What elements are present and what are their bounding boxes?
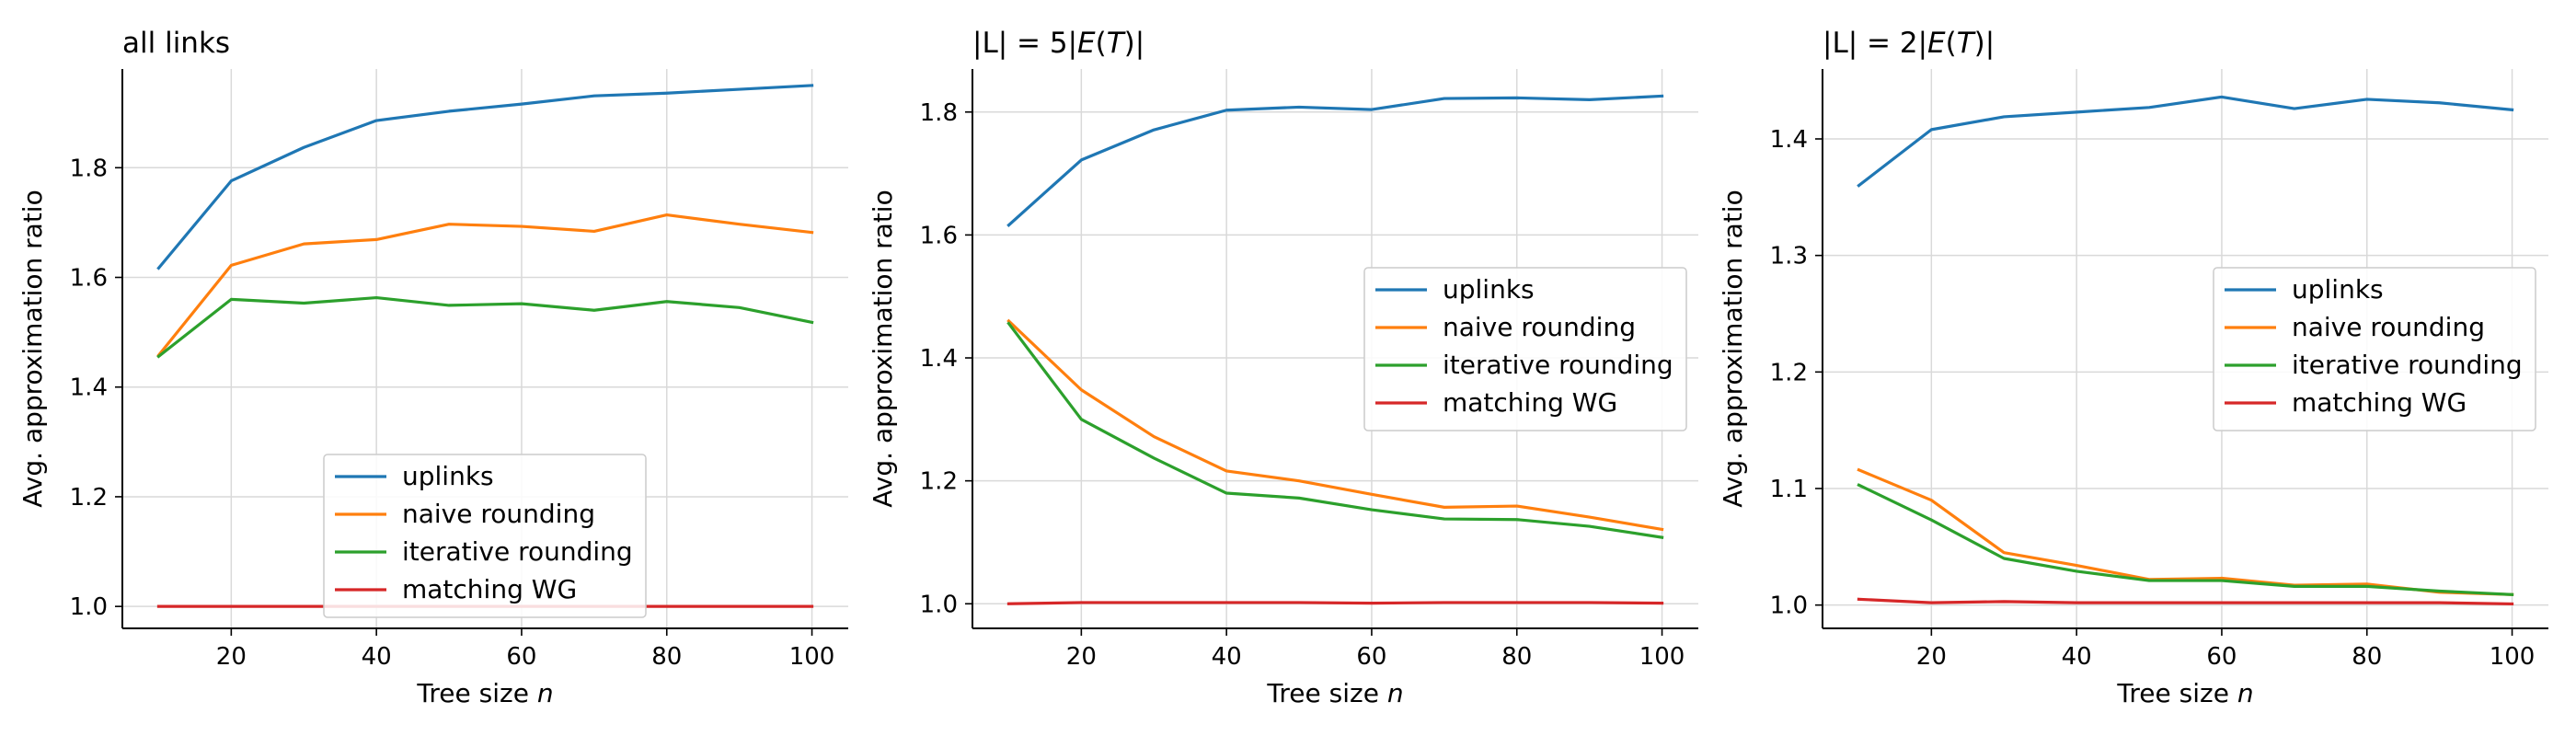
x-tick-label: 80 <box>2352 643 2382 671</box>
x-tick-label: 60 <box>2206 643 2237 671</box>
legend-label: matching WG <box>1443 387 1617 418</box>
y-tick-label: 1.4 <box>70 374 108 402</box>
chart-panel-1: 20 40 60 80 100 1.0 1.2 1.4 1.6 1.8 all links Tree … <box>17 27 848 708</box>
legend-label: naive rounding <box>402 499 595 529</box>
legend-label: uplinks <box>2292 274 2384 305</box>
chart-title-part: )| <box>1124 27 1145 60</box>
legend: uplinks naive rounding iterative rounding m… <box>323 454 647 618</box>
chart-title-part: E <box>1077 27 1096 60</box>
x-axis-label: Tree size n <box>416 678 553 708</box>
x-tick-label: 80 <box>1501 643 1532 671</box>
legend-label: uplinks <box>1443 274 1535 305</box>
legend-label: naive rounding <box>1443 312 1636 342</box>
y-axis-label: Avg. approximation ratio <box>1718 190 1748 507</box>
legend: uplinks naive rounding iterative rounding m… <box>2213 267 2536 431</box>
x-axis-label-text: Tree size <box>1266 678 1386 708</box>
chart-title-part: ( <box>1096 27 1107 60</box>
series-line-iterative-rounding <box>1857 483 2514 596</box>
series-line-naive-rounding <box>1006 318 1664 532</box>
series-line-uplinks <box>156 84 814 270</box>
legend-label: iterative rounding <box>2292 350 2523 380</box>
x-axis-label: Tree size n <box>2116 678 2253 708</box>
legend-box <box>2213 267 2536 431</box>
legend-label: matching WG <box>402 574 577 604</box>
x-tick-label: 20 <box>1066 643 1097 671</box>
y-tick-label: 1.8 <box>70 155 108 182</box>
chart-title: |L| = 5|E(T)| <box>972 27 1144 60</box>
x-tick-label: 100 <box>789 643 835 671</box>
chart-title-part: |L| = 5| <box>972 27 1077 60</box>
y-axis-label: Avg. approximation ratio <box>17 190 48 507</box>
series-line-uplinks <box>1857 95 2514 188</box>
x-axis-label-text: Tree size <box>2116 678 2237 708</box>
y-tick-label: 1.4 <box>920 345 958 373</box>
legend-label: naive rounding <box>2292 312 2485 342</box>
legend-box <box>323 454 647 618</box>
x-axis-label-var: n <box>2237 678 2254 708</box>
x-tick-label: 40 <box>2062 643 2092 671</box>
legend-label: uplinks <box>402 461 494 491</box>
series-line-iterative-rounding <box>1006 321 1664 539</box>
chart-title: |L| = 2|E(T)| <box>1823 27 1995 60</box>
legend-box <box>1363 267 1687 431</box>
chart-title-part: ( <box>1946 27 1957 60</box>
x-tick-label: 60 <box>506 643 536 671</box>
y-tick-label: 1.8 <box>920 99 958 127</box>
x-tick-label: 100 <box>1639 643 1685 671</box>
y-tick-label: 1.0 <box>70 593 108 621</box>
x-axis-label-var: n <box>1387 678 1404 708</box>
series-line-matching-wg <box>1006 601 1664 605</box>
y-tick-label: 1.4 <box>1770 126 1808 154</box>
chart-title-part: E <box>1927 27 1946 60</box>
chart-title-part: T <box>1957 27 1976 60</box>
y-tick-label: 1.2 <box>70 484 108 512</box>
y-tick-label: 1.0 <box>920 591 958 618</box>
legend-label: matching WG <box>2292 387 2467 418</box>
y-tick-label: 1.2 <box>920 468 958 496</box>
y-tick-label: 1.3 <box>1770 243 1808 270</box>
x-axis-label-var: n <box>537 678 554 708</box>
series-line-iterative-rounding <box>156 295 814 359</box>
x-axis-label: Tree size n <box>1266 678 1403 708</box>
y-tick-label: 1.6 <box>70 265 108 293</box>
series-line-matching-wg <box>1857 597 2514 606</box>
y-tick-label: 1.2 <box>1770 359 1808 386</box>
y-axis-label: Avg. approximation ratio <box>868 190 898 507</box>
chart-title-part: )| <box>1974 27 1995 60</box>
legend-label: iterative rounding <box>1443 350 1673 380</box>
x-tick-label: 40 <box>362 643 392 671</box>
chart-title-part: |L| = 2| <box>1823 27 1927 60</box>
series-line-naive-rounding <box>156 213 814 358</box>
y-tick-label: 1.6 <box>920 222 958 249</box>
x-tick-label: 20 <box>1916 643 1947 671</box>
legend-label: iterative rounding <box>402 536 633 567</box>
chart-title: all links <box>122 27 230 60</box>
x-tick-label: 40 <box>1212 643 1242 671</box>
y-tick-label: 1.1 <box>1770 476 1808 503</box>
x-tick-label: 100 <box>2490 643 2536 671</box>
series-line-uplinks <box>1006 94 1664 227</box>
chart-title-part: T <box>1107 27 1126 60</box>
x-tick-label: 60 <box>1356 643 1386 671</box>
x-tick-label: 80 <box>651 643 682 671</box>
x-tick-label: 20 <box>216 643 247 671</box>
y-tick-label: 1.0 <box>1770 592 1808 620</box>
legend: uplinks naive rounding iterative rounding m… <box>1363 267 1687 431</box>
x-axis-label-text: Tree size <box>416 678 536 708</box>
